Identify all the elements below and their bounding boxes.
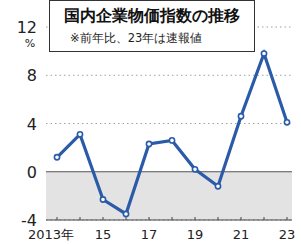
x-tick: [195, 217, 196, 220]
x-tick: [287, 217, 288, 220]
x-tick-label: 17: [141, 227, 158, 242]
x-tick: [172, 217, 173, 220]
chart-root: -404812%2013年1517192123国内企業物価指数の推移※前年比、2…: [0, 0, 301, 244]
y-tick-label: 8: [27, 66, 37, 85]
x-tick: [218, 217, 219, 220]
negative-band: [46, 172, 292, 220]
y-tick-label: 4: [27, 115, 37, 134]
point: [77, 132, 82, 137]
title-box: [50, 1, 255, 52]
x-tick: [103, 217, 104, 220]
grid-line: [46, 220, 292, 221]
x-tick: [126, 217, 127, 220]
x-axis-line: [46, 220, 292, 221]
y-tick-label: 12: [17, 18, 37, 37]
x-tick-label: 2013年: [28, 227, 74, 242]
point: [169, 138, 174, 143]
line: [57, 54, 287, 214]
x-tick: [264, 217, 265, 220]
x-tick: [80, 217, 81, 220]
point: [146, 141, 151, 146]
chart: -404812%2013年1517192123国内企業物価指数の推移※前年比、2…: [0, 0, 301, 244]
point: [284, 120, 289, 125]
grid-line: [46, 123, 292, 124]
x-tick-label: 21: [233, 227, 250, 242]
point: [54, 155, 59, 160]
point: [192, 167, 197, 172]
x-tick-label: 19: [187, 227, 204, 242]
subtitle: ※前年比、23年は速報値: [70, 31, 202, 45]
point: [261, 51, 266, 56]
point: [238, 114, 243, 119]
y-tick-label: 0: [27, 163, 37, 182]
point: [100, 197, 105, 202]
x-tick: [57, 217, 58, 220]
x-tick-label: 23: [279, 227, 296, 242]
x-tick: [149, 217, 150, 220]
grid-line: [46, 171, 292, 172]
point: [215, 184, 220, 189]
point: [123, 211, 128, 216]
x-tick-label: 15: [95, 227, 112, 242]
title: 国内企業物価指数の推移: [64, 6, 240, 25]
x-tick: [241, 217, 242, 220]
y-axis-label: %: [25, 37, 35, 50]
plot-area: [54, 51, 289, 217]
